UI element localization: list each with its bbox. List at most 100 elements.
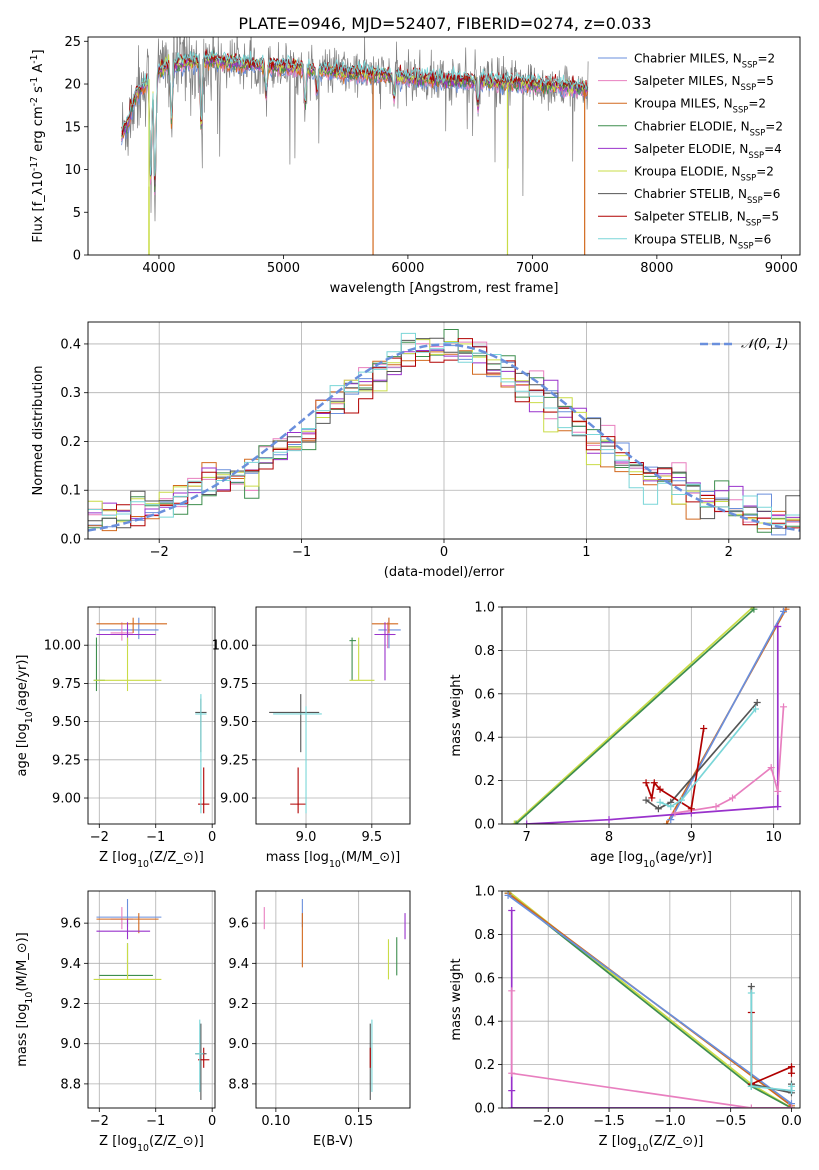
y-tick-label: 0.0 <box>60 533 81 548</box>
y-tick-label: 20 <box>64 78 81 93</box>
weight-series-line <box>750 1012 793 1086</box>
weight-marker <box>787 1104 795 1108</box>
x-tick-label: 2 <box>725 545 733 560</box>
weight-series-line <box>750 986 793 1094</box>
weight-marker <box>605 816 613 824</box>
weight-marker <box>747 989 755 997</box>
y-axis-label: mass weight <box>449 958 464 1040</box>
weight-marker <box>523 820 531 824</box>
legend-subscript: SSP <box>746 218 762 228</box>
y-tick-label: 10.00 <box>212 639 249 654</box>
x-tick-label: 6000 <box>391 261 424 276</box>
y-tick-label: 1.0 <box>474 885 495 900</box>
y-axis-label: Flux [f_λ10-17 erg cm-2 s-1 A-1] <box>29 49 47 242</box>
weight-marker <box>687 805 695 813</box>
weight-marker <box>753 698 761 706</box>
legend-subscript: SSP <box>738 240 754 250</box>
y-tick-label: 9.25 <box>52 753 81 768</box>
weight-marker <box>512 820 520 824</box>
text-run: wavelength [Angstrom, rest frame] <box>330 281 559 296</box>
x-tick-label: −0.5 <box>715 1114 747 1129</box>
x-tick-label: −2 <box>90 830 109 845</box>
panel-mass-vs-ebv: 0.10 0.15 8.8 9.0 9.2 9.4 9.6 E(B-V) <box>228 890 411 1149</box>
x-tick-label: −2 <box>90 1114 109 1129</box>
weight-marker <box>677 796 685 804</box>
legend-subscript: SSP <box>742 60 758 70</box>
x-tick-label: −1 <box>146 830 165 845</box>
text-run: (Z/Z_⊙)] <box>149 850 204 865</box>
y-tick-label: 0.8 <box>474 644 495 659</box>
y-tick-label: 0.3 <box>60 386 81 401</box>
legend-label: Kroupa STELIB, NSSP=6 <box>634 232 771 250</box>
text-run: -17 <box>29 156 40 171</box>
weight-marker <box>728 794 736 802</box>
x-tick-label: 8 <box>605 830 613 845</box>
error-point <box>195 1019 204 1092</box>
y-tick-label: 9.50 <box>220 715 249 730</box>
text-run: (M/M_⊙)] <box>15 932 30 991</box>
y-tick-label: 9.00 <box>52 792 81 807</box>
y-tick-label: 0.4 <box>474 731 495 746</box>
text-run: 10 <box>24 992 35 1004</box>
legend-nssp: =4 <box>764 142 782 156</box>
weight-marker <box>750 607 758 613</box>
text-run: (age/yr)] <box>655 850 712 865</box>
y-tick-label: 9.6 <box>228 917 249 932</box>
text-run: 10 <box>24 711 35 723</box>
text-run: Normed distribution <box>31 366 46 496</box>
weight-marker <box>787 1082 795 1090</box>
model-spectrum-line <box>121 49 589 177</box>
y-tick-label: 9.00 <box>220 792 249 807</box>
x-tick-label: 7000 <box>516 261 549 276</box>
text-run: ] <box>31 49 46 54</box>
plot-frame <box>255 606 411 825</box>
x-tick-label: 9 <box>687 830 695 845</box>
y-axis-label: mass weight <box>449 674 464 756</box>
y-tick-label: 0.0 <box>474 818 495 833</box>
plot-frame <box>87 890 216 1109</box>
weight-marker <box>774 623 782 631</box>
y-tick-label: 25 <box>64 35 81 50</box>
plot-area <box>93 617 210 814</box>
x-tick-label: −1 <box>146 1114 165 1129</box>
error-point <box>374 622 396 681</box>
plot-area <box>93 899 210 1100</box>
x-tick-label: 7 <box>523 830 531 845</box>
y-tick-label: 8.8 <box>60 1077 81 1092</box>
figure-title: PLATE=0946, MJD=52407, FIBERID=0274, z=0… <box>238 14 651 33</box>
weight-marker <box>787 1063 795 1071</box>
text-run: Z [log <box>99 1134 137 1149</box>
y-tick-label: 9.2 <box>60 997 81 1012</box>
x-tick-label: −1.5 <box>593 1114 625 1129</box>
y-tick-label: 10.00 <box>44 639 81 654</box>
text-run: age [log <box>15 723 30 776</box>
histogram-step <box>88 338 800 529</box>
error-point <box>273 706 322 814</box>
legend-label: Salpeter ELODIE, NSSP=4 <box>634 142 782 160</box>
text-run: -1 <box>29 54 40 63</box>
weight-marker <box>504 891 512 899</box>
weight-marker <box>650 779 658 787</box>
y-tick-label: 0.6 <box>474 687 495 702</box>
y-tick-label: 9.2 <box>228 997 249 1012</box>
text-run: 10 <box>329 859 341 870</box>
legend-nssp: =2 <box>765 119 783 133</box>
panel-mass-vs-Z: −2 −1 08.89.09.29.49.6Z [log10(Z/Z_⊙)]mass… <box>15 890 216 1154</box>
weight-marker <box>780 607 788 615</box>
error-point <box>195 1023 207 1100</box>
text-run: Z [log <box>599 1134 637 1149</box>
text-run: -2 <box>29 97 40 106</box>
y-tick-label: 0.2 <box>60 435 81 450</box>
weight-marker <box>663 820 671 824</box>
legend-subscript: SSP <box>733 105 749 115</box>
weight-marker <box>747 982 755 990</box>
weight-marker <box>787 1069 795 1077</box>
plot-area <box>121 37 589 255</box>
plot-frame <box>87 606 216 825</box>
error-point <box>381 622 395 649</box>
weight-marker <box>667 803 675 811</box>
y-tick-label: 9.6 <box>60 917 81 932</box>
x-tick-label: 9.5 <box>361 830 382 845</box>
y-axis-label: age [log10(age/yr)] <box>15 655 35 777</box>
